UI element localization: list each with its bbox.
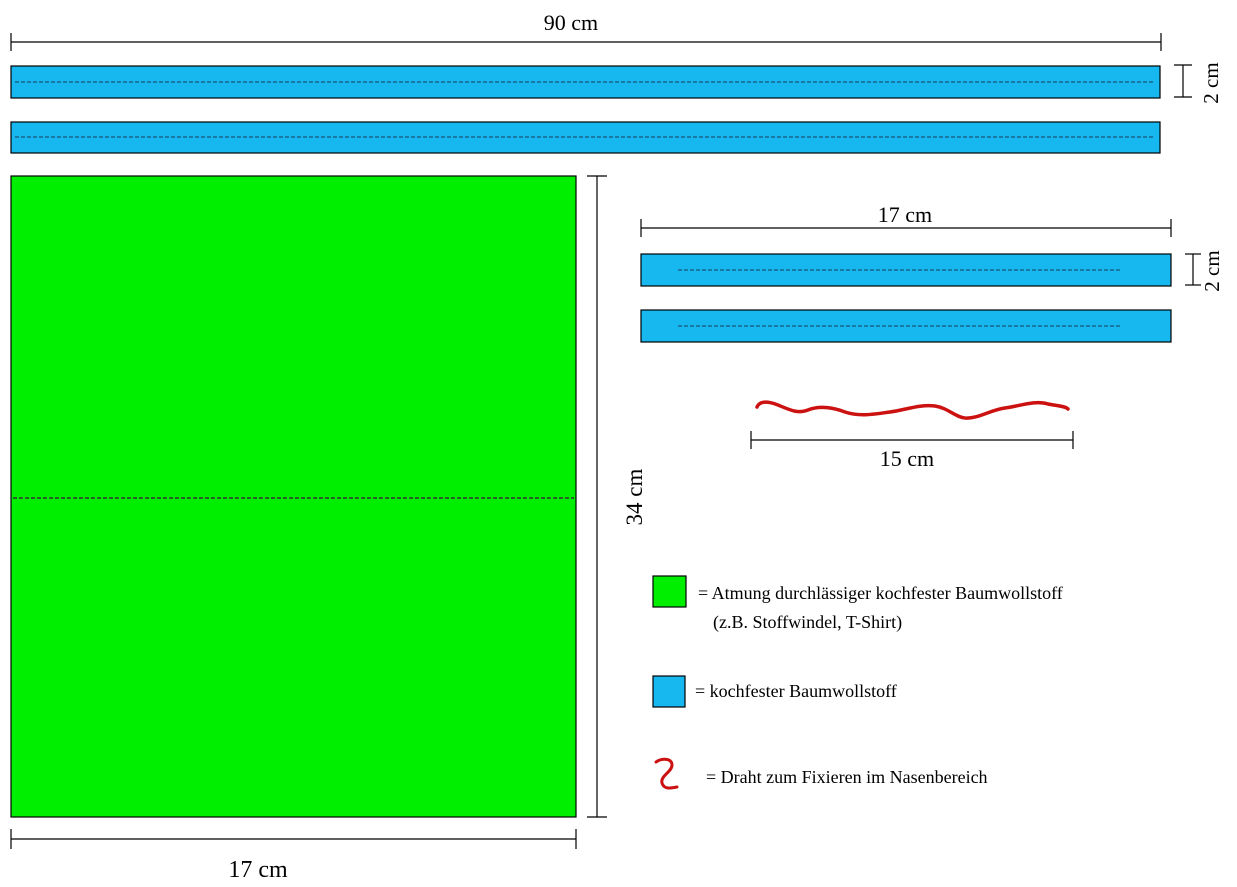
fabric-height-dimension: 34 cm <box>587 175 647 818</box>
fabric-width-dimension: 17 cm <box>10 829 577 883</box>
long-strip-length-dimension: 90 cm <box>10 10 1162 51</box>
long-strip-width-label: 2 cm <box>1199 62 1223 103</box>
legend-green-swatch <box>652 575 687 608</box>
long-strip-length-label: 90 cm <box>544 10 598 35</box>
nose-wire <box>755 400 1070 420</box>
long-strip-width-dimension: 2 cm <box>1174 62 1223 104</box>
short-strip-length-label: 17 cm <box>878 202 932 227</box>
wire-length-dimension: 15 cm <box>750 431 1074 471</box>
legend-green-example: (z.B. Stoffwindel, T-Shirt) <box>713 612 903 632</box>
short-strip-width-label: 2 cm <box>1200 250 1224 291</box>
long-strip-1 <box>10 65 1161 99</box>
long-strip-2 <box>10 121 1161 154</box>
wire-length-label: 15 cm <box>880 446 934 471</box>
legend-green-label: = Atmung durchlässiger kochfester Baumwo… <box>698 583 1063 603</box>
short-strip-length-dimension: 17 cm <box>640 202 1172 237</box>
short-strip-width-dimension: 2 cm <box>1185 250 1224 292</box>
legend-blue-swatch <box>652 675 686 708</box>
short-strip-2 <box>640 309 1172 343</box>
fabric-width-label: 17 cm <box>228 857 288 883</box>
legend-blue-label: = kochfester Baumwollstoff <box>695 681 897 701</box>
legend-wire-label: = Draht zum Fixieren im Nasenbereich <box>706 767 988 787</box>
fabric-height-label: 34 cm <box>622 468 647 525</box>
legend-wire-icon <box>654 757 679 790</box>
short-strip-1 <box>640 253 1172 287</box>
main-fabric-panel <box>10 175 577 818</box>
